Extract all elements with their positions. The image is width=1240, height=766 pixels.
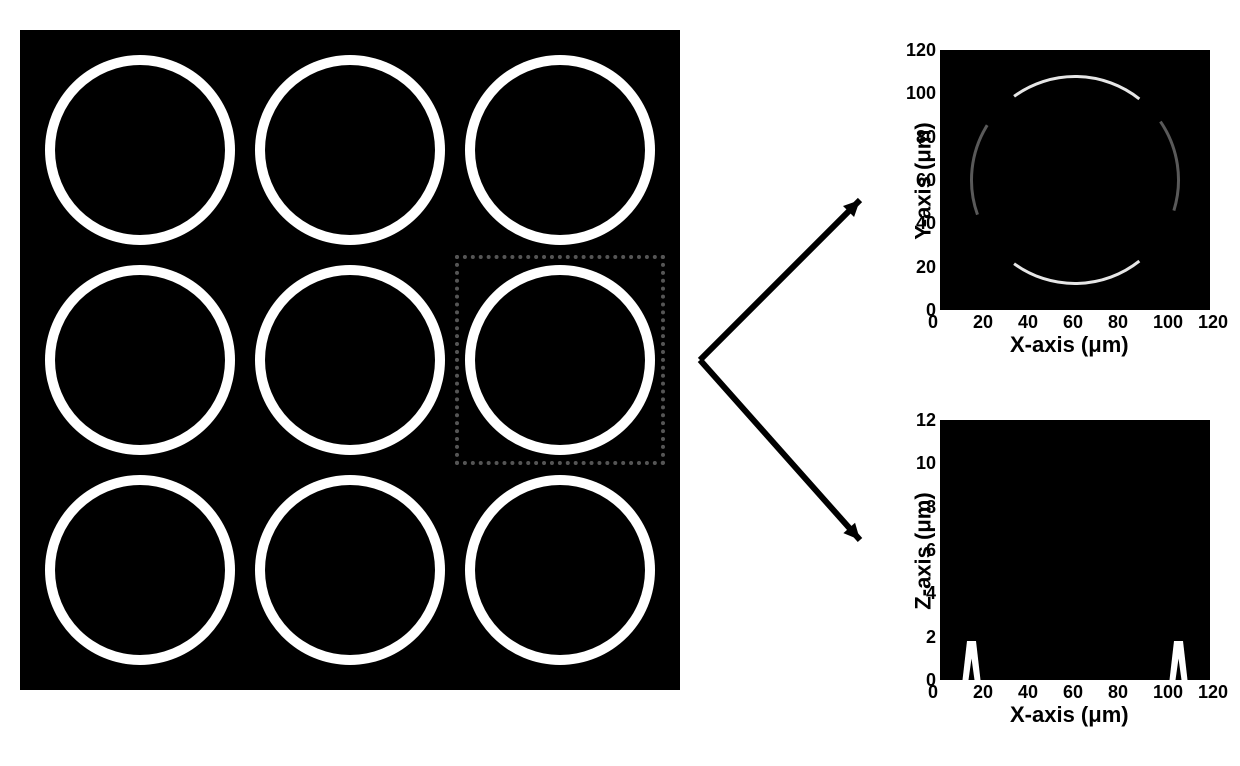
y-tick-label: 100 [902,83,936,104]
y-tick-label: 10 [902,453,936,474]
y-tick-label: 12 [902,410,936,431]
x-tick-label: 40 [1018,682,1038,703]
grid-ring-inner [265,275,435,445]
grid-ring-inner [55,485,225,655]
y-tick-label: 8 [902,497,936,518]
grid-ring-inner [265,485,435,655]
subplot-xz-xlabel: X-axis (μm) [1010,702,1129,728]
x-tick-label: 100 [1153,312,1183,333]
y-tick-label: 2 [902,627,936,648]
grid-ring-inner [475,65,645,235]
grid-ring-inner [475,485,645,655]
x-tick-label: 40 [1018,312,1038,333]
subplot-xy-plot-area [940,50,1210,310]
x-tick-label: 80 [1108,312,1128,333]
y-tick-label: 4 [902,583,936,604]
y-tick-label: 80 [902,127,936,148]
x-tick-label: 120 [1198,312,1228,333]
selection-box [455,255,665,465]
y-tick-label: 120 [902,40,936,61]
y-tick-label: 40 [902,213,936,234]
subplot-xz-plot-area [940,420,1210,680]
x-tick-label: 100 [1153,682,1183,703]
x-tick-label: 20 [973,312,993,333]
grid-ring-inner [55,275,225,445]
y-tick-label: 0 [902,300,936,321]
grid-ring-inner [55,65,225,235]
x-tick-label: 20 [973,682,993,703]
x-tick-label: 120 [1198,682,1228,703]
x-tick-label: 80 [1108,682,1128,703]
subplot-xy-xlabel: X-axis (μm) [1010,332,1129,358]
grid-ring-inner [265,65,435,235]
y-tick-label: 0 [902,670,936,691]
x-tick-label: 60 [1063,312,1083,333]
y-tick-label: 60 [902,170,936,191]
y-tick-label: 20 [902,257,936,278]
y-tick-label: 6 [902,540,936,561]
x-tick-label: 60 [1063,682,1083,703]
